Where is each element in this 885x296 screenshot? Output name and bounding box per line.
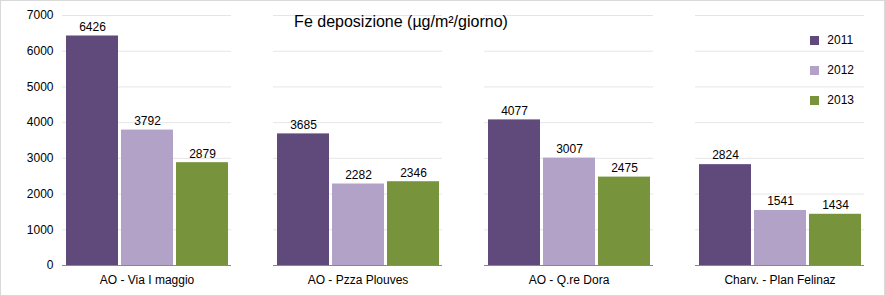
- svg-text:5000: 5000: [27, 80, 54, 94]
- svg-text:3000: 3000: [27, 151, 54, 165]
- svg-text:4077: 4077: [501, 104, 528, 118]
- html-text:Fe deposizione (µg/m²/giorno): Fe deposizione (µg/m²/giorno): [294, 13, 508, 30]
- svg-text:AO - Q.re Dora: AO - Q.re Dora: [529, 273, 610, 287]
- html-text:2012: 2012: [827, 63, 854, 77]
- svg-text:3792: 3792: [134, 114, 161, 128]
- svg-text:2282: 2282: [345, 168, 372, 182]
- svg-text:AO - Pzza Plouves: AO - Pzza Plouves: [308, 273, 409, 287]
- svg-text:2346: 2346: [400, 166, 427, 180]
- svg-text:3685: 3685: [290, 118, 317, 132]
- svg-text:2000: 2000: [27, 187, 54, 201]
- svg-text:1434: 1434: [822, 198, 849, 212]
- svg-text:6000: 6000: [27, 44, 54, 58]
- svg-text:AO - Via I maggio: AO - Via I maggio: [100, 273, 195, 287]
- svg-text:2475: 2475: [611, 161, 638, 175]
- svg-text:2824: 2824: [712, 148, 739, 162]
- svg-text:1000: 1000: [27, 223, 54, 237]
- html-text:2011: 2011: [827, 33, 854, 47]
- svg-text:Charv. - Plan Felinaz: Charv. - Plan Felinaz: [724, 273, 835, 287]
- svg-text:1541: 1541: [767, 194, 794, 208]
- svg-text:0: 0: [47, 258, 54, 272]
- svg-text:3007: 3007: [556, 142, 583, 156]
- svg-text:4000: 4000: [27, 115, 54, 129]
- svg-text:7000: 7000: [27, 8, 54, 22]
- svg-text:6426: 6426: [79, 20, 106, 34]
- html-text:2013: 2013: [827, 93, 854, 107]
- svg-text:2879: 2879: [189, 147, 216, 161]
